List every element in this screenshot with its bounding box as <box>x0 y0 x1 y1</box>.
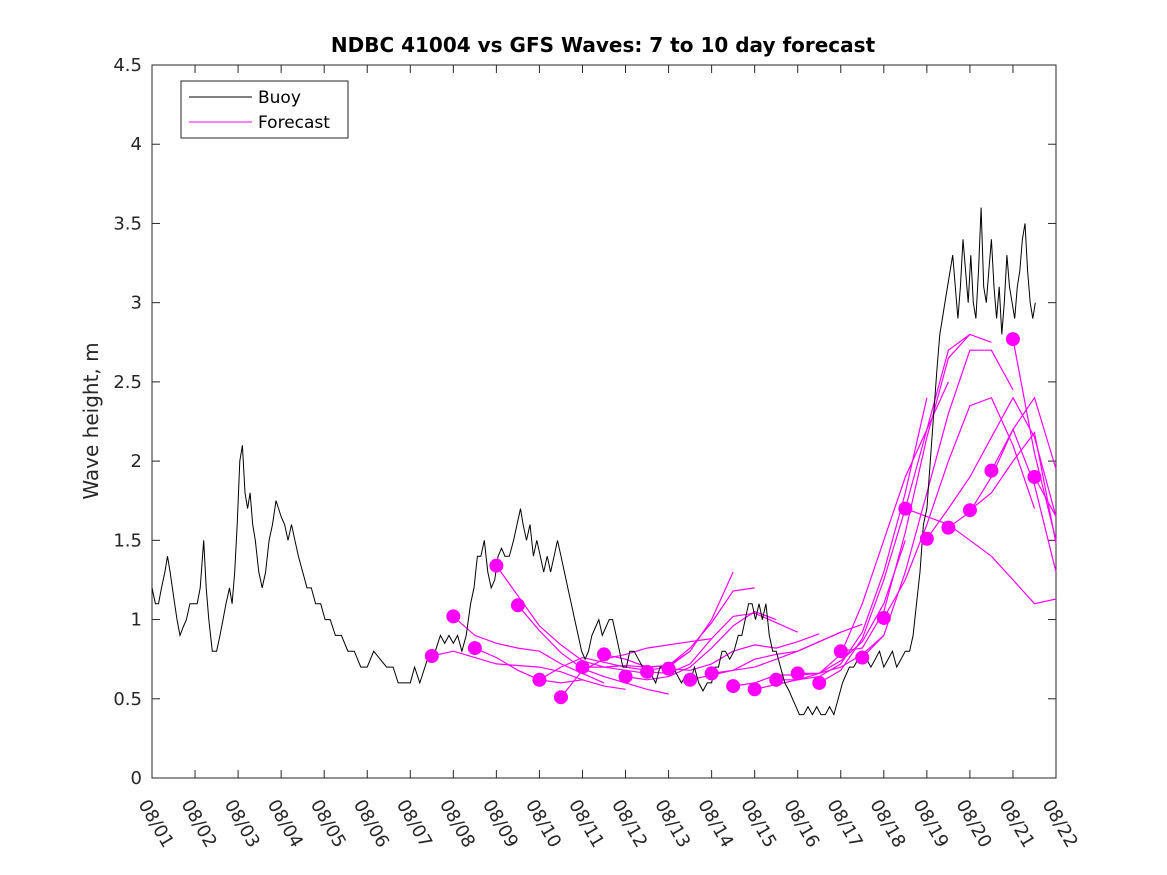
y-tick-label: 4 <box>131 134 142 155</box>
forecast-marker <box>704 666 719 681</box>
buoy-series <box>151 207 1036 716</box>
forecast-line <box>840 333 992 652</box>
y-axis-label: Wave height, m <box>79 342 103 499</box>
forecast-marker <box>855 650 870 665</box>
forecast-marker <box>1005 332 1020 347</box>
forecast-marker <box>769 672 784 687</box>
forecast-marker <box>661 661 676 676</box>
forecast-marker <box>790 666 805 681</box>
chart-title: NDBC 41004 vs GFS Waves: 7 to 10 day for… <box>331 33 876 57</box>
forecast-line <box>990 427 1057 573</box>
forecast-marker <box>424 648 439 663</box>
forecast-marker <box>1027 469 1042 484</box>
y-tick-label: 2.5 <box>113 372 142 393</box>
forecast-line <box>818 333 971 684</box>
forecast-marker <box>812 675 827 690</box>
y-tick-label: 0.5 <box>113 689 142 710</box>
forecast-marker <box>575 660 590 675</box>
forecast-line <box>926 396 1057 540</box>
y-tick-label: 2 <box>131 451 142 472</box>
forecast-marker <box>489 558 504 573</box>
forecast-marker <box>833 644 848 659</box>
y-tick-label: 4.5 <box>113 55 142 76</box>
forecast-line <box>517 604 669 695</box>
y-tick-label: 3 <box>131 293 142 314</box>
forecast-marker <box>962 503 977 518</box>
forecast-line <box>1033 476 1057 517</box>
forecast-line <box>797 381 949 674</box>
forecast-marker <box>876 610 891 625</box>
y-tick-label: 3.5 <box>113 213 142 234</box>
plot-frame <box>151 64 1057 779</box>
forecast-marker <box>898 501 913 516</box>
forecast-marker <box>553 690 568 705</box>
forecast-marker <box>597 647 611 662</box>
forecast-markers <box>424 332 1042 705</box>
forecast-marker <box>726 679 741 694</box>
forecast-marker <box>640 664 655 679</box>
forecast-marker <box>446 609 461 624</box>
y-tick-label: 0 <box>131 768 142 789</box>
forecast-marker <box>510 598 525 613</box>
legend: Buoy Forecast <box>180 80 349 139</box>
forecast-line <box>474 647 626 690</box>
y-axis: 0 0.5 1 1.5 2 2.5 3 3.5 4 4.5 <box>113 55 1056 789</box>
forecast-series <box>431 333 1057 698</box>
forecast-line <box>861 349 1014 659</box>
forecast-line <box>969 431 1057 544</box>
forecast-marker <box>467 641 482 656</box>
forecast-marker <box>919 531 934 546</box>
forecast-line <box>711 623 863 674</box>
plot-area: 00.511.522.533.544.5 08/0108/0208/0308/0… <box>113 55 1081 851</box>
forecast-marker <box>941 520 956 535</box>
forecast-marker <box>747 682 762 697</box>
forecast-marker <box>532 672 547 687</box>
y-tick-label: 1.5 <box>113 530 142 551</box>
buoy-line <box>151 207 1036 716</box>
forecast-line <box>603 587 755 668</box>
legend-box <box>180 80 349 139</box>
forecast-line <box>1012 338 1057 541</box>
forecast-line <box>431 650 583 681</box>
forecast-marker <box>984 463 999 478</box>
y-tick-label: 1 <box>131 610 142 631</box>
legend-buoy-label: Buoy <box>258 88 301 108</box>
forecast-marker <box>683 672 698 687</box>
forecast-line <box>905 508 1057 605</box>
forecast-marker <box>618 669 633 684</box>
legend-forecast-label: Forecast <box>258 113 330 133</box>
